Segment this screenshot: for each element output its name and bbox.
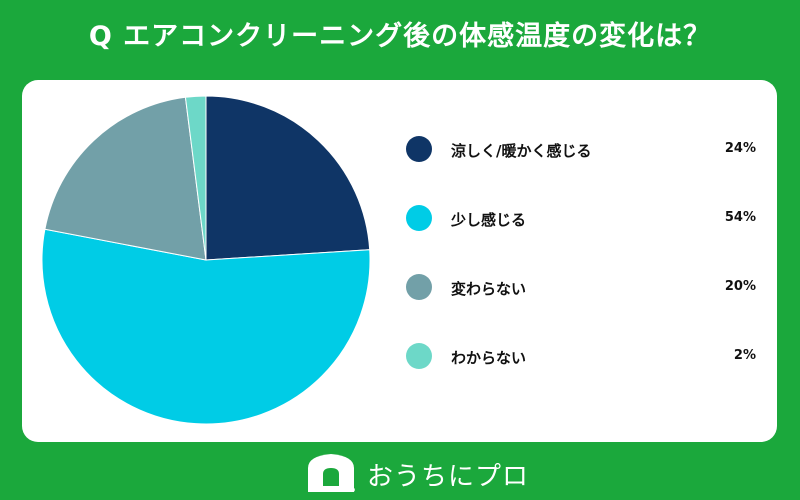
legend-item: わからない 2% [406, 339, 756, 408]
legend-value: 54% [724, 210, 756, 225]
legend-item: 変わらない 20% [406, 270, 756, 339]
legend-swatch [406, 274, 432, 300]
legend-value: 2% [733, 348, 756, 363]
legend-item: 涼しく/暖かく感じる 24% [406, 132, 756, 201]
logo-subtext: OUCHI ni PRO [308, 487, 356, 494]
pie-slice-3 [184, 95, 207, 261]
legend-swatch [406, 205, 432, 231]
brand-logo: OUCHI ni PRO おうちにプロ [305, 452, 528, 498]
pie-slice-2 [44, 96, 207, 261]
legend-label: わからない [451, 349, 527, 367]
logo-text: おうちにプロ [367, 462, 530, 492]
legend-label: 少し感じる [451, 211, 527, 229]
pie-slice-0 [205, 95, 371, 261]
legend-swatch [406, 136, 432, 162]
legend-label: 変わらない [451, 280, 527, 298]
legend-item: 少し感じる 54% [406, 201, 756, 270]
chart-title: Q エアコンクリーニング後の体感温度の変化は？ [88, 21, 712, 52]
legend-value: 20% [724, 279, 756, 294]
house-icon [308, 454, 354, 492]
legend-value: 24% [724, 141, 756, 156]
legend-swatch [406, 343, 432, 369]
pie-chart [41, 95, 371, 425]
legend-label: 涼しく/暖かく感じる [451, 142, 592, 160]
pie-slice-1 [41, 228, 371, 425]
legend: 涼しく/暖かく感じる 24% 少し感じる 54% 変わらない 20% わからない… [406, 132, 756, 408]
chart-card: 涼しく/暖かく感じる 24% 少し感じる 54% 変わらない 20% わからない… [22, 80, 777, 442]
